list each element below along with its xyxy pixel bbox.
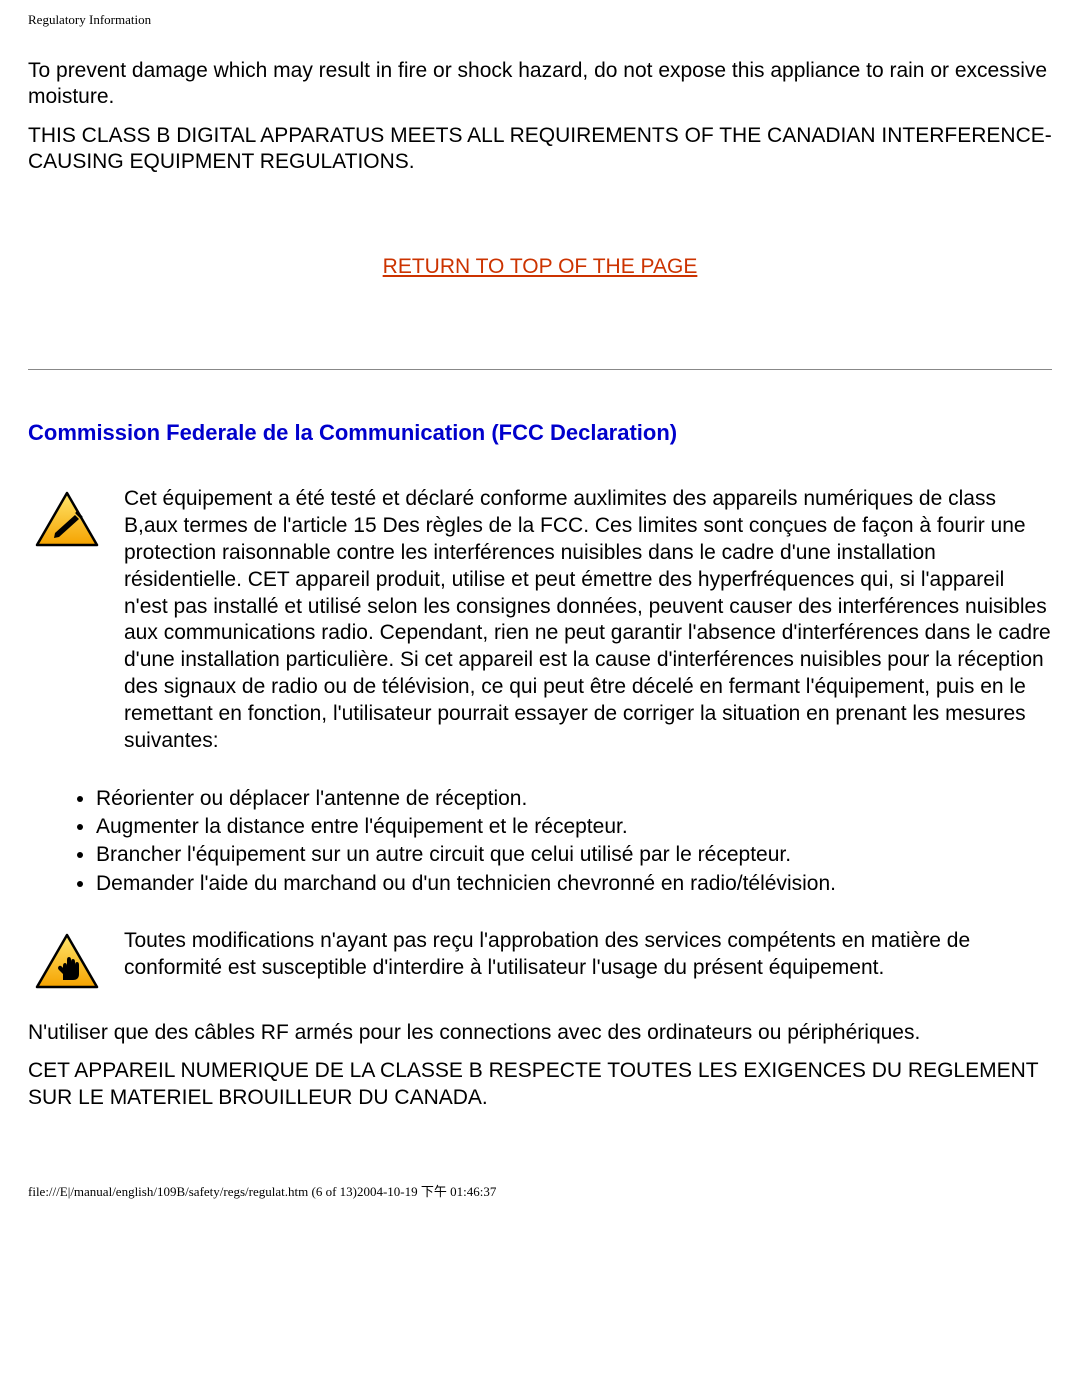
write-note-icon	[33, 490, 101, 550]
fcc-note-1-text: Cet équipement a été testé et déclaré co…	[124, 486, 1052, 755]
list-item: Réorienter ou déplacer l'antenne de réce…	[96, 785, 1052, 813]
caution-hand-icon	[33, 932, 101, 992]
fcc-bullet-list: Réorienter ou déplacer l'antenne de réce…	[78, 785, 1052, 898]
caution-hand-icon-cell	[28, 928, 106, 992]
list-item: Brancher l'équipement sur un autre circu…	[96, 841, 1052, 869]
fcc-note-1-row: Cet équipement a été testé et déclaré co…	[28, 486, 1052, 755]
page-root: Regulatory Information To prevent damage…	[0, 0, 1080, 1220]
fcc-heading: Commission Federale de la Communication …	[28, 420, 1052, 446]
section-divider	[28, 369, 1052, 370]
fcc-paragraph-3: N'utiliser que des câbles RF armés pour …	[28, 1020, 1052, 1046]
intro-paragraph-1: To prevent damage which may result in fi…	[28, 58, 1052, 111]
intro-paragraph-2: THIS CLASS B DIGITAL APPARATUS MEETS ALL…	[28, 123, 1052, 176]
fcc-paragraph-4: CET APPAREIL NUMERIQUE DE LA CLASSE B RE…	[28, 1058, 1052, 1111]
page-header-title: Regulatory Information	[28, 12, 1052, 28]
return-to-top-link[interactable]: RETURN TO TOP OF THE PAGE	[383, 255, 698, 278]
write-note-icon-cell	[28, 486, 106, 550]
fcc-note-2-text: Toutes modifications n'ayant pas reçu l'…	[124, 928, 1052, 982]
list-item: Augmenter la distance entre l'équipement…	[96, 813, 1052, 841]
return-link-row: RETURN TO TOP OF THE PAGE	[28, 255, 1052, 279]
footer-file-path: file:///E|/manual/english/109B/safety/re…	[28, 1181, 1052, 1200]
fcc-note-2-row: Toutes modifications n'ayant pas reçu l'…	[28, 928, 1052, 992]
list-item: Demander l'aide du marchand ou d'un tech…	[96, 870, 1052, 898]
